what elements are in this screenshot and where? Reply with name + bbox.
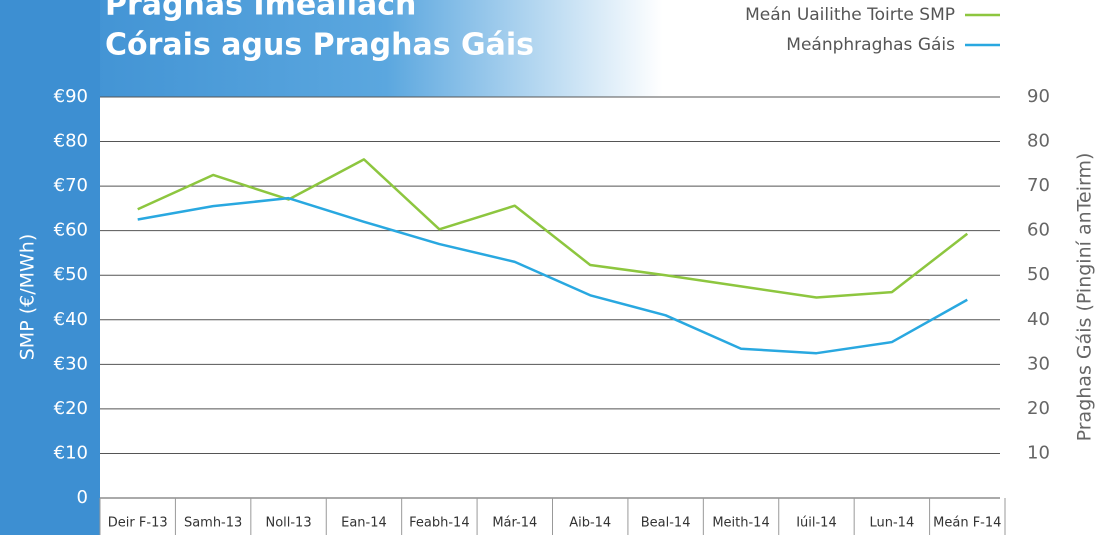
y-tick-label: €10: [54, 442, 88, 463]
y2-tick-label: 70: [1027, 175, 1050, 196]
y2-tick-label: 60: [1027, 220, 1050, 241]
y-axis-label: SMP (€/MWh): [17, 234, 39, 361]
y2-tick-label: 50: [1027, 264, 1050, 285]
x-tick-label: Meith-14: [712, 516, 769, 531]
y2-tick-label: 40: [1027, 309, 1050, 330]
y-tick-label: €40: [54, 309, 88, 330]
y-tick-label: €70: [54, 175, 88, 196]
y-tick-label: 0: [77, 487, 88, 508]
y2-tick-label: 80: [1027, 131, 1050, 152]
x-tick-label: Iúil-14: [796, 516, 837, 531]
banner: [0, 0, 1104, 97]
x-tick-label: Noll-13: [265, 516, 311, 531]
x-tick-label: Meán F-14: [933, 516, 1001, 531]
series-line: [137, 196, 968, 355]
y-tick-label: €90: [54, 86, 88, 107]
legend-label: Meán Uailithe Toirte SMP: [745, 5, 955, 25]
y2-tick-label: 30: [1027, 353, 1050, 374]
chart-title: Córais agus Praghas Gáis: [105, 28, 534, 63]
x-tick-label: Már-14: [492, 516, 537, 531]
y-tick-label: €60: [54, 220, 88, 241]
y-tick-label: €20: [54, 398, 88, 419]
y-tick-label: €30: [54, 353, 88, 374]
plot-area: [100, 97, 1000, 498]
legend-label: Meánphraghas Gáis: [786, 35, 955, 55]
x-tick-label: Lun-14: [870, 516, 915, 531]
y-tick-label: €50: [54, 264, 88, 285]
y2-tick-label: 10: [1027, 442, 1050, 463]
x-tick-label: Ean-14: [341, 516, 387, 531]
series-line: [137, 158, 969, 299]
y2-tick-label: 20: [1027, 398, 1050, 419]
x-tick-label: Samh-13: [184, 516, 242, 531]
x-tick-label: Deir F-13: [108, 516, 168, 531]
left-strip: [0, 0, 100, 535]
x-tick-label: Aib-14: [569, 516, 611, 531]
y2-tick-label: 90: [1027, 86, 1050, 107]
x-tick-label: Beal-14: [641, 516, 691, 531]
y2-axis-label: Praghas Gáis (Pinginí anTeirm): [1074, 153, 1096, 442]
x-tick-label: Feabh-14: [409, 516, 469, 531]
y-tick-label: €80: [54, 131, 88, 152]
chart-title: Praghas Imeallach: [105, 0, 416, 23]
